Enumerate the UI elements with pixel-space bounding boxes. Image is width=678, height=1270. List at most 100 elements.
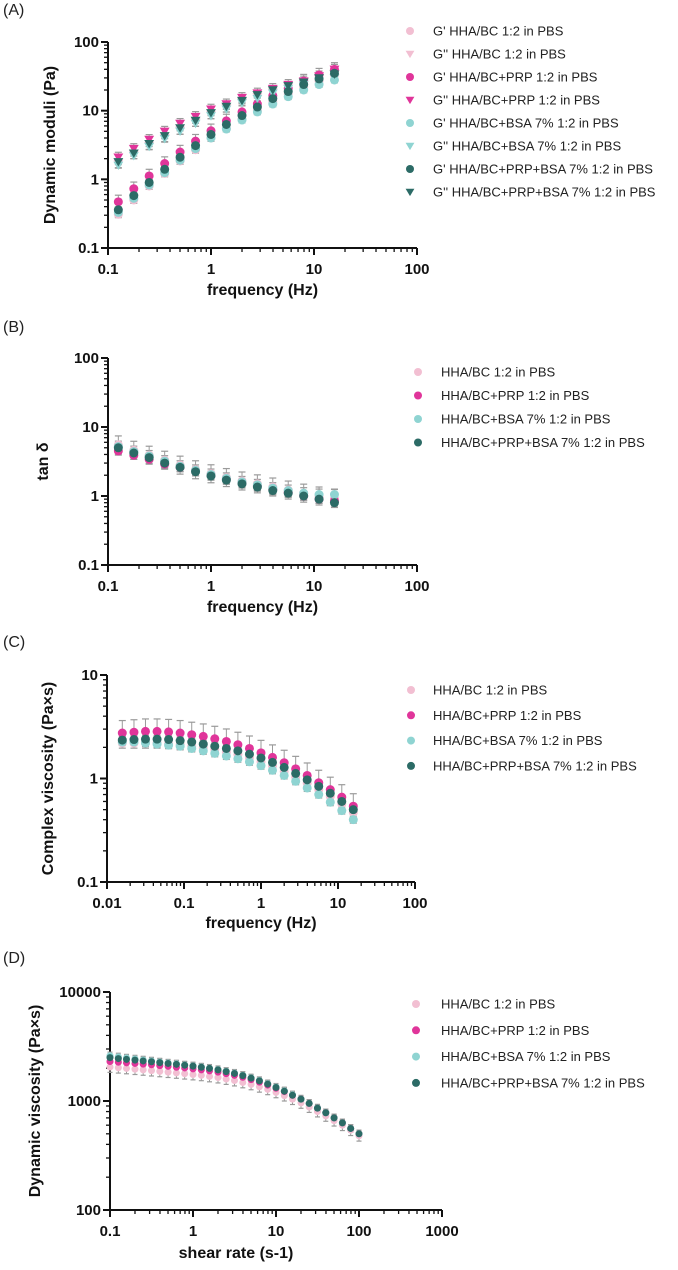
data-point xyxy=(106,1063,114,1071)
x-tick-label: 10 xyxy=(306,578,323,595)
data-point xyxy=(322,1109,330,1117)
data-point xyxy=(210,741,220,751)
data-point xyxy=(113,197,123,207)
data-point xyxy=(189,1062,197,1070)
legend-label: HHA/BC 1:2 in PBS xyxy=(441,365,555,380)
data-point xyxy=(221,119,231,129)
legend-label: G'' HHA/BC+BSA 7% 1:2 in PBS xyxy=(433,139,621,154)
data-point xyxy=(268,486,278,496)
data-point xyxy=(198,739,208,749)
data-point xyxy=(214,1074,222,1082)
y-tick-label: 0.1 xyxy=(78,240,99,257)
data-point xyxy=(156,1067,164,1075)
data-point xyxy=(221,736,231,746)
data-point xyxy=(144,140,155,149)
x-tick-label: 1 xyxy=(257,895,265,912)
legend-label: G'' HHA/BC+PRP+BSA 7% 1:2 in PBS xyxy=(433,185,656,200)
data-point xyxy=(175,152,185,162)
data-point xyxy=(144,453,154,463)
data-point xyxy=(159,132,170,141)
legend-marker xyxy=(407,686,415,694)
x-axis-title: frequency (Hz) xyxy=(207,282,318,299)
legend-label: HHA/BC+PRP+BSA 7% 1:2 in PBS xyxy=(441,435,645,450)
y-tick-label: 10 xyxy=(82,103,99,120)
data-point xyxy=(117,728,127,738)
legend-marker xyxy=(407,736,415,745)
legend-marker xyxy=(407,711,415,720)
data-point xyxy=(113,205,123,215)
legend-marker xyxy=(412,1000,420,1008)
data-point xyxy=(237,96,247,106)
legend-label: G' HHA/BC+PRP+BSA 7% 1:2 in PBS xyxy=(433,162,653,177)
data-point xyxy=(190,116,201,126)
panel-label: (A) xyxy=(3,2,24,19)
x-tick-label: 10 xyxy=(268,1223,285,1240)
data-point xyxy=(175,124,186,133)
data-point xyxy=(181,1061,189,1069)
y-tick-label: 0.1 xyxy=(77,874,98,891)
data-point xyxy=(129,184,139,194)
data-point xyxy=(314,781,324,791)
data-point xyxy=(210,734,220,744)
legend-marker xyxy=(405,96,415,105)
legend-label: HHA/BC 1:2 in PBS xyxy=(441,997,555,1012)
legend-marker xyxy=(414,368,422,376)
y-tick-label: 10000 xyxy=(59,984,101,1001)
data-point xyxy=(325,797,335,807)
data-point xyxy=(164,735,174,745)
data-point xyxy=(252,482,262,492)
data-point xyxy=(131,1065,139,1073)
legend-marker xyxy=(406,119,414,127)
legend-marker xyxy=(406,27,414,35)
data-point xyxy=(147,1067,155,1075)
legend-marker xyxy=(412,1026,420,1035)
series-prpbsa-circle xyxy=(117,734,358,815)
data-point xyxy=(237,111,247,121)
data-point xyxy=(129,448,139,458)
data-point xyxy=(222,1075,230,1083)
legend-marker xyxy=(412,1078,420,1087)
y-tick-label: 100 xyxy=(74,34,99,51)
chart-panel-d: (D) 100 1000 10000 0.1 1 10 100 1000 shear rate (… xyxy=(3,950,645,1262)
data-point xyxy=(114,1064,122,1072)
data-point xyxy=(268,94,278,104)
panel-label: (C) xyxy=(3,634,25,651)
y-tick-label: 10 xyxy=(81,667,98,684)
data-point xyxy=(283,87,293,97)
data-point xyxy=(314,74,325,83)
legend-label: G' HHA/BC+BSA 7% 1:2 in PBS xyxy=(433,116,619,131)
legend-label: G'' HHA/BC 1:2 in PBS xyxy=(433,47,566,62)
x-tick-label: 0.1 xyxy=(98,578,119,595)
chart-panel-a: (A) 0.1 1 10 100 0.1 1 10 100 frequency (Hz) Dynam… xyxy=(3,2,656,299)
data-point xyxy=(338,1119,346,1127)
data-point xyxy=(330,1114,338,1122)
data-point xyxy=(206,109,216,118)
legend-marker xyxy=(405,142,415,151)
data-point xyxy=(189,1071,197,1079)
data-point xyxy=(313,1104,321,1112)
data-point xyxy=(113,153,124,162)
data-point xyxy=(140,726,150,736)
data-point xyxy=(191,467,201,477)
legend-label: HHA/BC+BSA 7% 1:2 in PBS xyxy=(441,1049,611,1064)
x-tick-label: 0.1 xyxy=(98,261,119,278)
data-point xyxy=(222,1068,230,1076)
data-point xyxy=(348,815,358,825)
data-point xyxy=(325,788,335,798)
legend-label: G'' HHA/BC+PRP 1:2 in PBS xyxy=(433,93,600,108)
data-point xyxy=(233,754,243,764)
data-point xyxy=(164,1059,172,1067)
data-point xyxy=(279,762,289,772)
data-point xyxy=(239,1078,247,1086)
legend-marker xyxy=(406,73,414,81)
x-tick-label: 0.1 xyxy=(100,1223,121,1240)
data-point xyxy=(175,736,185,746)
y-tick-label: 100 xyxy=(76,1202,101,1219)
y-tick-label: 10 xyxy=(82,419,99,436)
data-point xyxy=(244,757,254,767)
data-point xyxy=(113,443,123,453)
data-point xyxy=(239,1072,247,1080)
y-tick-label: 1 xyxy=(91,488,99,505)
x-tick-label: 1 xyxy=(207,261,215,278)
y-axis-title: Dynamic moduli (Pa) xyxy=(42,66,59,224)
